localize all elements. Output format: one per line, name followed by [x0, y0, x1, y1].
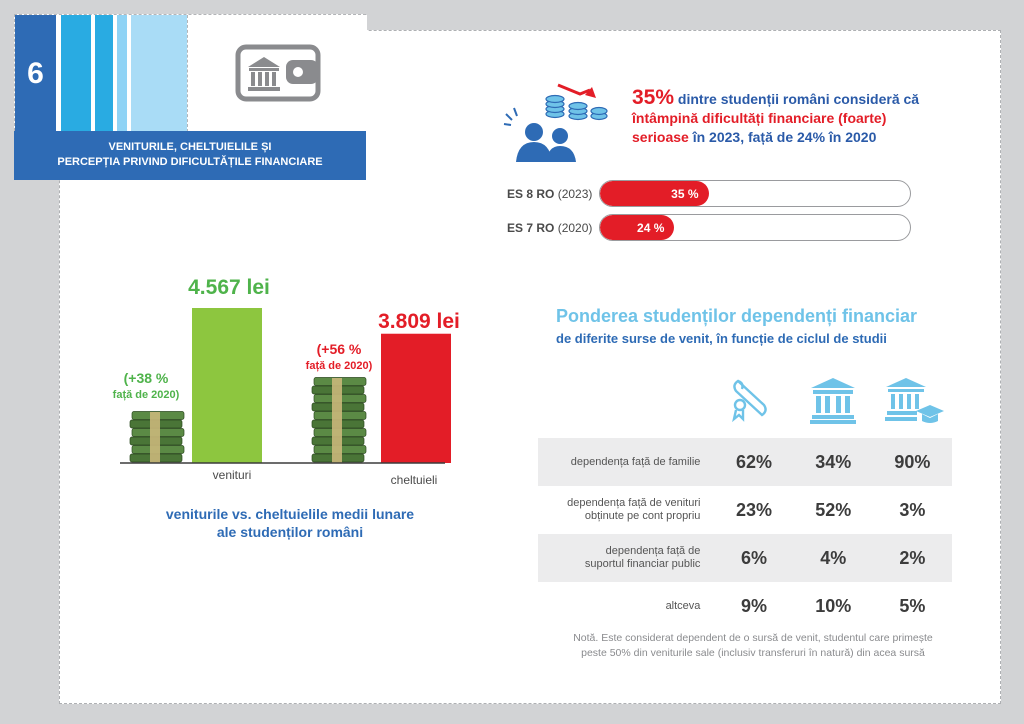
progress-label: ES 7 RO (2020)	[507, 221, 593, 235]
table-cell-value: 5%	[899, 595, 926, 616]
table-cell-value: 6%	[714, 534, 794, 582]
table-cell-value: 3%	[899, 499, 926, 520]
row-label: altceva	[665, 599, 701, 612]
column-icons	[714, 375, 954, 425]
header-stripes: 6	[14, 14, 367, 132]
expense-value: 3.809 lei	[378, 310, 460, 333]
row-label: dependența față de familie	[538, 438, 715, 486]
row-label: dependența față de suportul financiar pub…	[538, 534, 715, 582]
stat-text-b: în 2023	[688, 129, 741, 145]
table-cell-value: 23%	[736, 499, 773, 520]
section-number: 6	[15, 15, 56, 132]
table-subtitle: de diferite surse de venit, în funcție d…	[556, 331, 887, 346]
bank-wallet-icon	[187, 15, 367, 132]
diploma-icon	[732, 379, 767, 423]
money-stack-icon	[129, 411, 185, 463]
section-title-line2: PERCEPȚIA PRIVIND DIFICULTĂȚILE FINANCIA…	[57, 156, 323, 168]
table-title: Ponderea studenților dependenți financia…	[556, 306, 918, 326]
progress-track: 24 %	[599, 214, 911, 241]
bar-cheltuieli	[381, 333, 451, 463]
stat-text-c: , față de 24% în 2020	[740, 129, 877, 145]
income-label: venituri	[212, 468, 252, 482]
stat-text-red: întâmpină dificultăți financiare (foarte…	[632, 110, 887, 145]
progress-fill: 35 %	[600, 181, 709, 206]
section-title-line1: VENITURILE, CHELTUIELILE ȘI	[108, 141, 272, 153]
table-row: dependența față de suportul financiar pub…	[538, 534, 952, 582]
table-cell-value: 90%	[872, 438, 952, 486]
table-cell-value: 52%	[815, 499, 852, 520]
row-label: dependența față de venituri obținute pe c…	[567, 497, 701, 522]
section-header: 6 VENITURILE, CHELTUIELILE ȘI PERCEPȚIA …	[14, 14, 367, 180]
university-icon	[810, 378, 856, 424]
table-row: dependența față de familie 62% 34% 90%	[538, 438, 952, 486]
stat-text-a: dintre studenții români consideră că	[674, 91, 920, 107]
expense-label: cheltuieli	[390, 473, 438, 487]
dependency-table: dependența față de familie 62% 34% 90% depen…	[538, 438, 952, 630]
bar-venituri	[192, 308, 262, 463]
money-chart-caption: veniturile vs. cheltuielile medii lunare…	[165, 506, 415, 540]
footnote: Notă. Este considerat dependent de o sur…	[573, 632, 933, 659]
headline-stat: 35% dintre studenții români consideră că…	[632, 86, 932, 147]
table-cell-value: 2%	[872, 534, 952, 582]
table-row: altceva 9% 10% 5%	[538, 582, 952, 630]
graduate-university-icon	[885, 378, 944, 423]
table-cell-value: 9%	[741, 595, 768, 616]
income-change: (+38 % față de 2020)	[112, 370, 180, 401]
table-cell-value: 4%	[793, 534, 873, 582]
table-cell-value: 62%	[714, 438, 794, 486]
table-row: dependența față de venituri obținute pe c…	[538, 486, 952, 534]
table-cell-value: 34%	[793, 438, 873, 486]
expense-change: (+56 % față de 2020)	[305, 341, 373, 372]
income-expense-chart	[120, 308, 451, 464]
progress-fill: 24 %	[600, 215, 675, 240]
stat-percent: 35%	[632, 86, 675, 109]
money-stack-icon	[311, 377, 367, 463]
section-title: VENITURILE, CHELTUIELILE ȘI PERCEPȚIA PR…	[14, 131, 366, 180]
students-coins-icon	[500, 80, 615, 165]
progress-track: 35 %	[599, 180, 911, 207]
progress-label: ES 8 RO (2023)	[507, 187, 593, 201]
table-cell-value: 10%	[815, 595, 852, 616]
income-value: 4.567 lei	[188, 276, 270, 299]
